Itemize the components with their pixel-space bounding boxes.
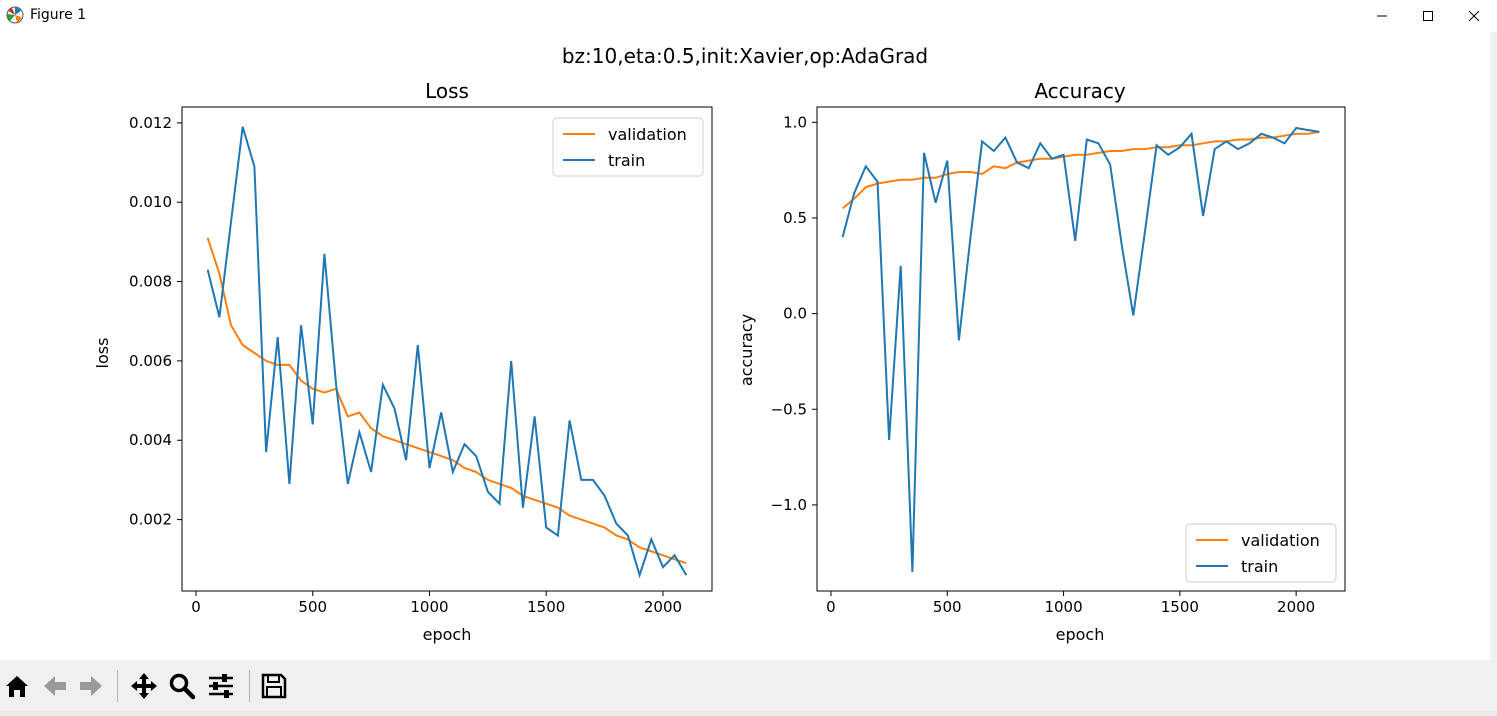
accuracy-train-line xyxy=(841,126,1320,572)
accuracy-y-tick-label: −1.0 xyxy=(771,496,807,514)
home-icon xyxy=(6,676,28,697)
minimize-button[interactable] xyxy=(1359,0,1405,32)
figure-suptitle: bz:10,eta:0.5,init:Xavier,op:AdaGrad xyxy=(562,44,928,68)
loss-y-tick-label: 0.004 xyxy=(129,431,172,449)
configure-subplots-button[interactable] xyxy=(204,669,238,703)
accuracy-xlabel: epoch xyxy=(1056,625,1105,644)
accuracy-axes-frame xyxy=(816,106,1346,592)
save-button[interactable] xyxy=(257,669,291,703)
back-button[interactable] xyxy=(38,669,72,703)
toolbar-separator xyxy=(249,670,250,702)
accuracy-axes: Accuracy epoch accuracy 0 500 1000 1500 2000… xyxy=(737,79,1346,644)
window-title: Figure 1 xyxy=(30,7,87,23)
pan-button[interactable] xyxy=(127,669,161,703)
accuracy-x-tick-label: 0 xyxy=(826,598,836,616)
zoom-icon xyxy=(169,673,196,700)
loss-train-line xyxy=(206,126,688,579)
loss-y-tick-label: 0.006 xyxy=(129,352,172,370)
zoom-button[interactable] xyxy=(165,669,199,703)
accuracy-legend-label-train: train xyxy=(1241,557,1278,576)
matplotlib-logo-icon xyxy=(6,6,24,24)
loss-legend-label-train: train xyxy=(608,151,645,170)
back-icon xyxy=(44,676,66,696)
pan-icon xyxy=(131,673,157,699)
toolbar-separator xyxy=(117,670,118,702)
close-button[interactable] xyxy=(1451,0,1497,32)
loss-x-tick-label: 0 xyxy=(191,598,201,616)
accuracy-validation-line xyxy=(841,130,1320,210)
loss-x-tick-label: 1500 xyxy=(527,598,565,616)
loss-legend xyxy=(552,117,704,177)
loss-y-tick-label: 0.008 xyxy=(129,273,172,291)
accuracy-y-tick-label: 0.5 xyxy=(783,209,807,227)
maximize-icon xyxy=(1423,11,1433,21)
loss-validation-line xyxy=(206,237,687,565)
close-icon xyxy=(1468,10,1480,22)
window-titlebar: Figure 1 xyxy=(0,0,1497,32)
loss-xlabel: epoch xyxy=(423,625,472,644)
loss-legend-label-validation: validation xyxy=(608,125,687,144)
minimize-icon xyxy=(1377,15,1387,17)
loss-x-tick-label: 1000 xyxy=(410,598,448,616)
loss-title: Loss xyxy=(425,79,469,103)
accuracy-x-tick-label: 1500 xyxy=(1161,598,1199,616)
figure-canvas[interactable]: bz:10,eta:0.5,init:Xavier,op:AdaGrad Los… xyxy=(0,32,1497,660)
loss-y-tick-label: 0.010 xyxy=(129,193,172,211)
navigation-toolbar xyxy=(0,660,1497,716)
loss-y-tick-label: 0.002 xyxy=(129,511,172,529)
forward-button[interactable] xyxy=(74,669,108,703)
home-button[interactable] xyxy=(0,669,34,703)
accuracy-ylabel: accuracy xyxy=(737,314,756,386)
loss-x-tick-label: 2000 xyxy=(644,598,682,616)
window-right-edge xyxy=(1490,32,1497,660)
configure-subplots-icon xyxy=(209,674,233,698)
accuracy-legend-label-validation: validation xyxy=(1241,531,1320,550)
accuracy-x-tick-label: 1000 xyxy=(1044,598,1082,616)
loss-y-tick-label: 0.012 xyxy=(129,114,172,132)
accuracy-legend xyxy=(1185,523,1337,583)
loss-axes-frame xyxy=(181,106,713,592)
accuracy-y-tick-label: 1.0 xyxy=(783,113,807,131)
accuracy-y-tick-label: 0.0 xyxy=(783,305,807,323)
accuracy-x-tick-label: 500 xyxy=(933,598,962,616)
maximize-button[interactable] xyxy=(1405,0,1451,32)
save-icon xyxy=(261,673,287,699)
loss-axes: Loss epoch loss 0 500 1000 1500 2000 0.002 0.0… xyxy=(93,79,713,644)
accuracy-x-tick-label: 2000 xyxy=(1277,598,1315,616)
accuracy-y-tick-label: −0.5 xyxy=(771,400,807,418)
loss-ylabel: loss xyxy=(93,338,112,369)
accuracy-title: Accuracy xyxy=(1034,79,1125,103)
loss-x-tick-label: 500 xyxy=(298,598,327,616)
forward-icon xyxy=(80,676,102,696)
status-line xyxy=(0,711,1497,716)
